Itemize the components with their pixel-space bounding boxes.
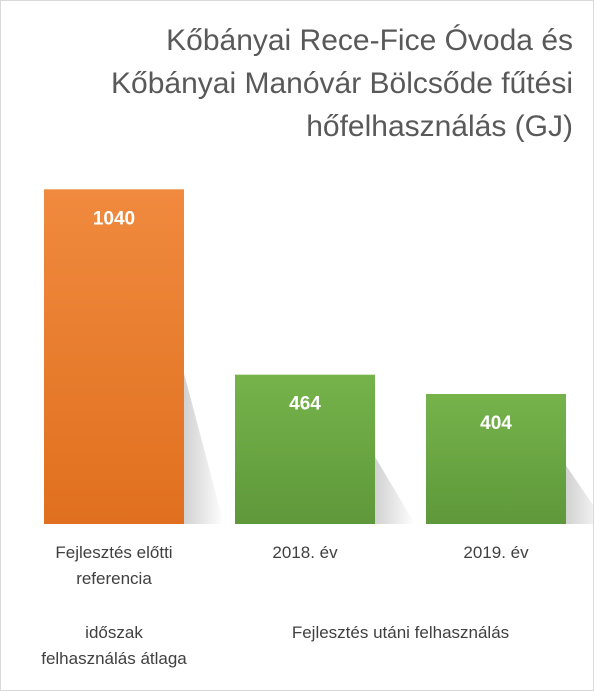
x-tick-label: Fejlesztés előtti referencia [55,543,173,588]
bar [235,374,375,524]
bar-shadow [566,465,593,524]
data-label: 404 [480,413,512,434]
bar-shadow [375,456,415,524]
chart-title: Kőbányai Rece-Fice Óvoda és Kőbányai Man… [111,24,573,143]
category-group-label: Fejlesztés utáni felhasználás [291,623,510,642]
bar [426,393,566,524]
x-tick-label: 2019. év [463,543,529,562]
data-label: 1040 [93,208,135,229]
data-label: 464 [289,394,321,415]
x-tick-label: 2018. év [272,543,338,562]
bar-shadow [184,373,224,524]
bar [44,189,184,525]
category-group-label: időszak felhasználás átlaga [41,623,187,668]
